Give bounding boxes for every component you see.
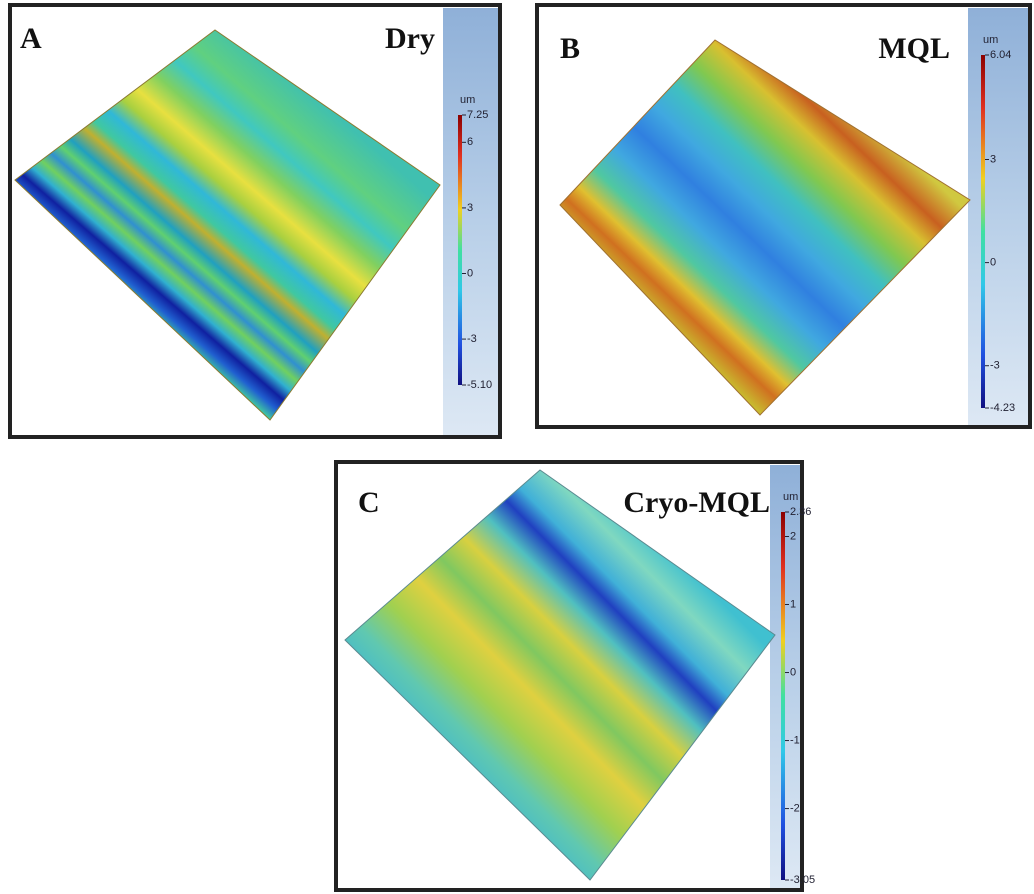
colorbar-tick-label: 1 [790, 598, 796, 610]
colorbar-tick-label: -1 [790, 734, 800, 746]
colorbar-tick-label: 7.25 [467, 109, 488, 121]
colorbar-tick-label: -3 [990, 360, 1000, 372]
colorbar-unit: um [783, 491, 798, 503]
colorbar-tick-label: -4.23 [990, 402, 1015, 414]
surface-map [14, 29, 441, 421]
colorbar-tick-label: 2.36 [790, 506, 811, 518]
panel-condition: Dry [385, 22, 435, 55]
surface-map [559, 39, 971, 416]
panel-label: C [358, 486, 380, 519]
colorbar-background [968, 8, 1028, 425]
panel-condition: Cryo-MQL [623, 486, 770, 519]
panel-label: B [560, 32, 580, 65]
colorbar-tick-label: -2 [790, 802, 800, 814]
colorbar-tick-label: 0 [790, 666, 796, 678]
colorbar-tick-label: -3 [467, 333, 477, 345]
panel-condition: MQL [878, 32, 950, 65]
colorbar-tick-label: 0 [990, 257, 996, 269]
colorbar-background [443, 8, 498, 435]
surface-map [344, 469, 776, 881]
colorbar-unit: um [460, 94, 475, 106]
panel-label: A [20, 22, 42, 55]
colorbar [981, 55, 985, 408]
colorbar [781, 512, 785, 880]
colorbar-tick-label: 6.04 [990, 49, 1011, 61]
colorbar [458, 115, 462, 385]
colorbar-tick-label: -5.10 [467, 379, 492, 391]
colorbar-tick-label: 3 [990, 153, 996, 165]
colorbar-unit: um [983, 34, 998, 46]
colorbar-tick-label: -3.05 [790, 874, 815, 886]
colorbar-tick-label: 2 [790, 530, 796, 542]
colorbar-tick-label: 0 [467, 267, 473, 279]
colorbar-tick-label: 3 [467, 202, 473, 214]
colorbar-tick-label: 6 [467, 136, 473, 148]
